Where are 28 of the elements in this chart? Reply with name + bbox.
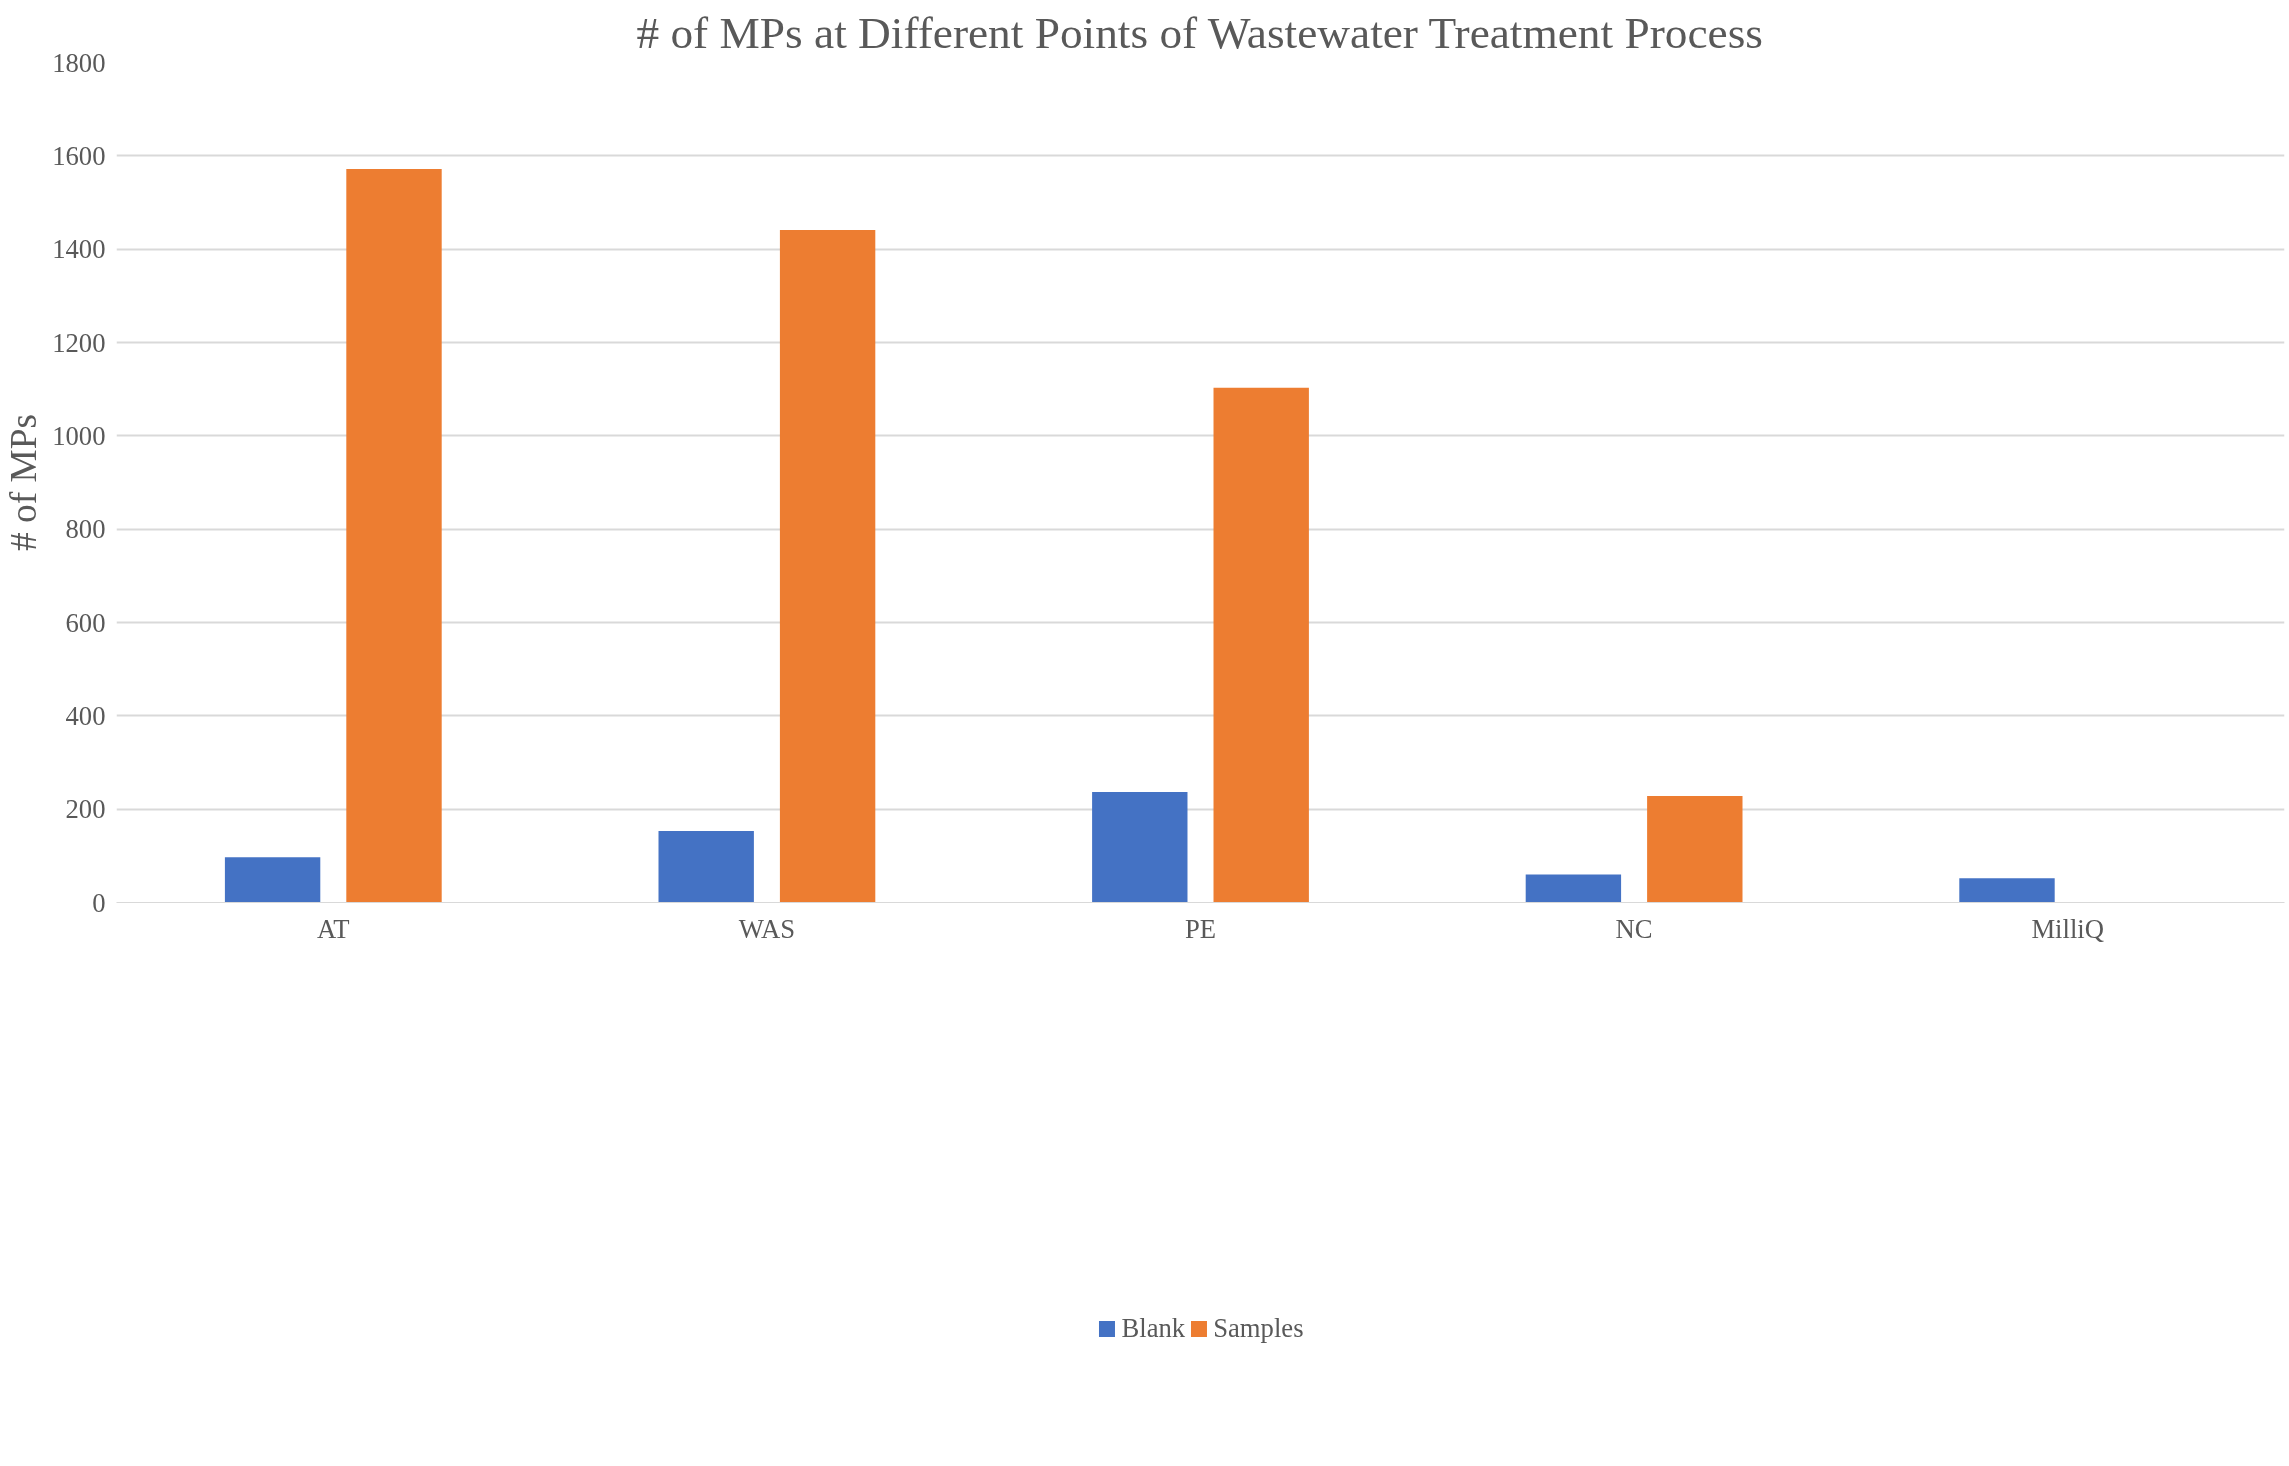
x-tick-label: WAS [738,913,796,944]
x-tick-label: MilliQ [2031,913,2104,944]
y-tick-label: 800 [65,514,106,545]
x-tick-label: PE [1184,913,1217,944]
legend-label: Blank [1121,1312,1186,1344]
x-tick-label: AT [317,913,350,944]
bar [1647,796,1743,903]
y-tick-label: 1200 [52,327,106,358]
y-tick-label: 600 [65,607,106,638]
bar [224,857,321,903]
y-tick-label: 1800 [52,47,106,78]
y-tick-label: 1000 [52,420,106,451]
y-axis-title: # of MPs [3,414,45,551]
legend-label: Samples [1213,1312,1304,1344]
bar [658,831,754,903]
y-tick-label: 400 [65,700,106,731]
y-tick-label: 1400 [52,234,106,265]
bar [1092,791,1188,903]
bar [346,168,442,903]
bar [1525,874,1622,903]
x-tick-label: NC [1615,913,1653,944]
bar [1959,878,2055,903]
y-tick-label: 200 [65,794,106,825]
bar [779,230,876,903]
y-tick-label: 0 [92,887,106,918]
y-tick-label: 1600 [52,140,106,171]
chart-title: # of MPs at Different Points of Wastewater Treatment Process [636,7,1763,58]
bar [1213,387,1309,903]
